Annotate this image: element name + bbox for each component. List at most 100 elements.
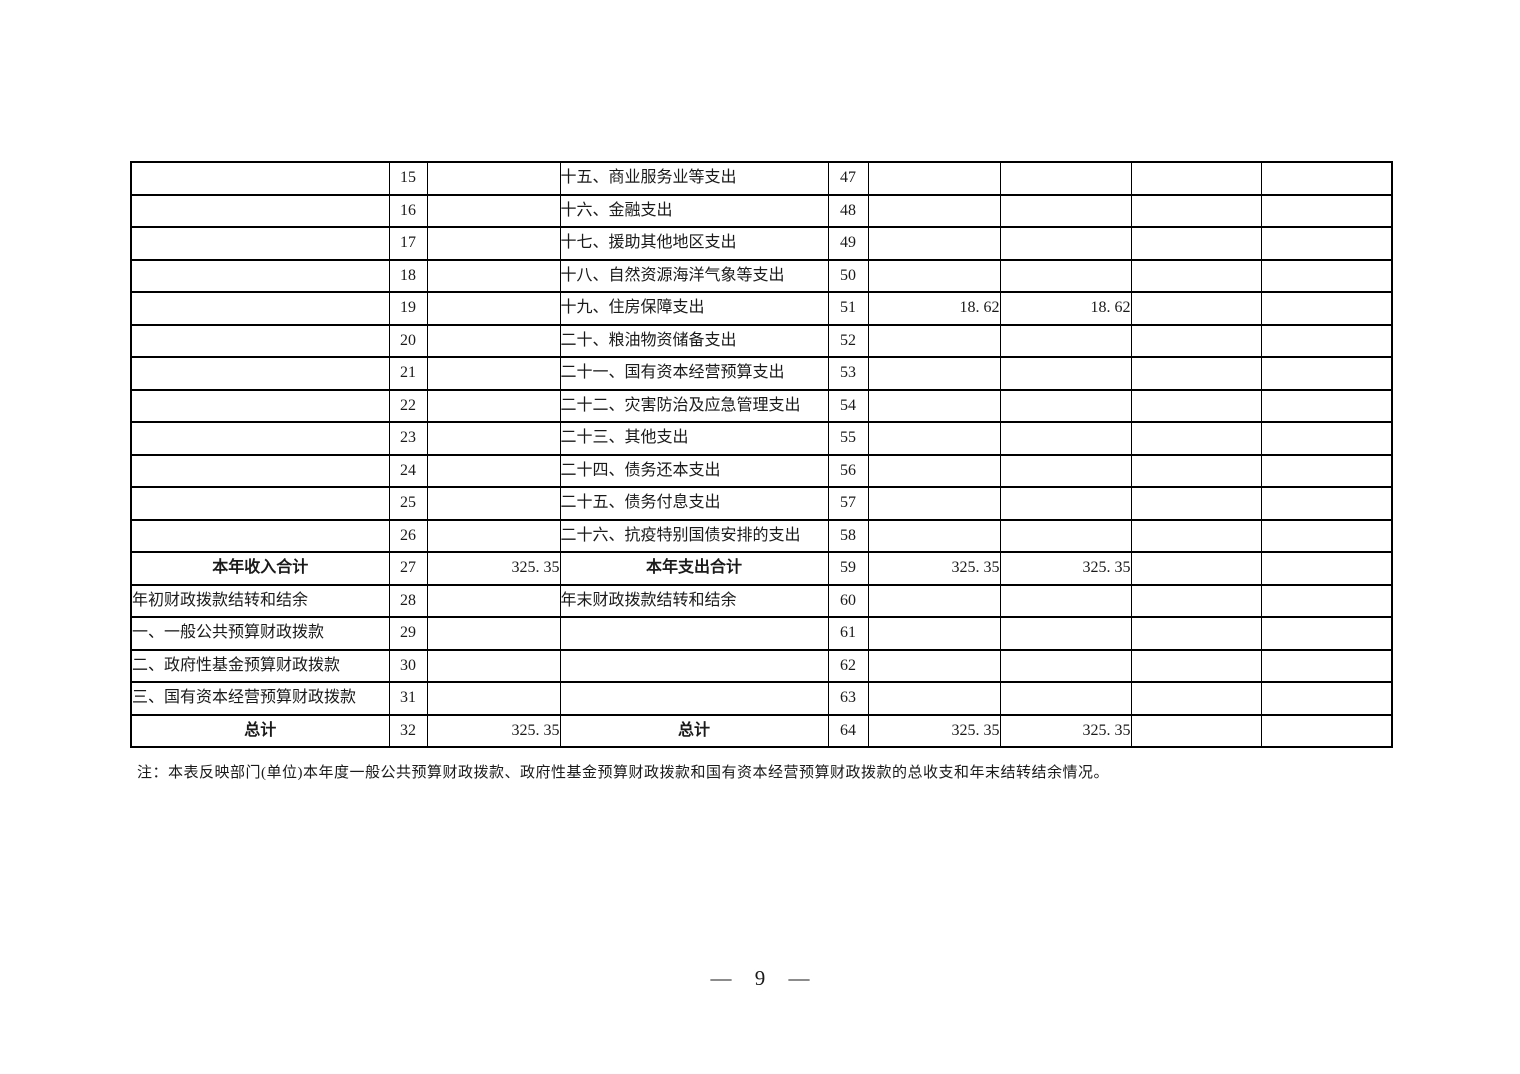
income-line-no-cell: 32 xyxy=(388,713,428,748)
amount-col1-cell xyxy=(867,161,1001,196)
income-amount-cell xyxy=(426,161,561,196)
amount-col2-cell xyxy=(999,258,1132,293)
amount-col3-cell xyxy=(1130,421,1262,456)
amount-col2-cell: 325. 35 xyxy=(999,551,1132,586)
amount-col1-cell xyxy=(867,226,1001,261)
income-item-cell: 总计 xyxy=(130,713,390,748)
income-amount-cell xyxy=(426,681,561,716)
amount-col2-cell: 18. 62 xyxy=(999,291,1132,326)
income-item-cell: 年初财政拨款结转和结余 xyxy=(130,583,390,618)
income-item-cell xyxy=(130,258,390,293)
amount-col1-cell: 325. 35 xyxy=(867,551,1001,586)
amount-col2-cell xyxy=(999,388,1132,423)
amount-col3-cell xyxy=(1130,583,1262,618)
expense-line-no-cell: 57 xyxy=(827,486,869,521)
income-item-cell: 一、一般公共预算财政拨款 xyxy=(130,616,390,651)
amount-col3-cell xyxy=(1130,518,1262,553)
amount-col1-cell xyxy=(867,193,1001,228)
amount-col3-cell xyxy=(1130,453,1262,488)
income-item-cell xyxy=(130,356,390,391)
expense-item-cell: 十九、住房保障支出 xyxy=(559,291,829,326)
amount-col3-cell xyxy=(1130,551,1262,586)
expense-line-no-cell: 56 xyxy=(827,453,869,488)
expense-line-no-cell: 52 xyxy=(827,323,869,358)
income-line-no-cell: 25 xyxy=(388,486,428,521)
expense-line-no-cell: 50 xyxy=(827,258,869,293)
page-number: — 9 — xyxy=(710,966,810,990)
amount-col1-cell xyxy=(867,421,1001,456)
expense-line-no-cell: 54 xyxy=(827,388,869,423)
amount-col4-cell xyxy=(1260,421,1393,456)
table-row: 22 二十二、灾害防治及应急管理支出 54 xyxy=(130,388,1393,423)
income-line-no-cell: 24 xyxy=(388,453,428,488)
amount-col3-cell xyxy=(1130,486,1262,521)
amount-col4-cell xyxy=(1260,258,1393,293)
amount-col2-cell xyxy=(999,518,1132,553)
table-row: 一、一般公共预算财政拨款 29 61 xyxy=(130,616,1393,651)
amount-col4-cell xyxy=(1260,453,1393,488)
amount-col4-cell xyxy=(1260,616,1393,651)
expense-line-no-cell: 49 xyxy=(827,226,869,261)
amount-col3-cell xyxy=(1130,258,1262,293)
expense-item-cell: 二十二、灾害防治及应急管理支出 xyxy=(559,388,829,423)
amount-col2-cell xyxy=(999,323,1132,358)
amount-col4-cell xyxy=(1260,518,1393,553)
income-line-no-cell: 30 xyxy=(388,648,428,683)
amount-col1-cell xyxy=(867,356,1001,391)
income-amount-cell xyxy=(426,453,561,488)
expense-line-no-cell: 64 xyxy=(827,713,869,748)
income-amount-cell xyxy=(426,226,561,261)
table-row: 二、政府性基金预算财政拨款 30 62 xyxy=(130,648,1393,683)
income-amount-cell xyxy=(426,648,561,683)
income-amount-cell xyxy=(426,258,561,293)
amount-col1-cell: 18. 62 xyxy=(867,291,1001,326)
amount-col3-cell xyxy=(1130,648,1262,683)
expense-line-no-cell: 47 xyxy=(827,161,869,196)
table-row: 26 二十六、抗疫特别国债安排的支出 58 xyxy=(130,518,1393,553)
expense-item-cell: 十五、商业服务业等支出 xyxy=(559,161,829,196)
amount-col1-cell xyxy=(867,681,1001,716)
income-item-cell xyxy=(130,323,390,358)
income-amount-cell xyxy=(426,421,561,456)
table-row: 25 二十五、债务付息支出 57 xyxy=(130,486,1393,521)
income-line-no-cell: 29 xyxy=(388,616,428,651)
amount-col1-cell xyxy=(867,616,1001,651)
income-line-no-cell: 18 xyxy=(388,258,428,293)
amount-col3-cell xyxy=(1130,616,1262,651)
expense-item-cell: 总计 xyxy=(559,713,829,748)
income-line-no-cell: 21 xyxy=(388,356,428,391)
amount-col2-cell xyxy=(999,421,1132,456)
amount-col4-cell xyxy=(1260,551,1393,586)
table-row: 三、国有资本经营预算财政拨款 31 63 xyxy=(130,681,1393,716)
income-amount-cell xyxy=(426,388,561,423)
amount-col2-cell xyxy=(999,453,1132,488)
amount-col2-cell xyxy=(999,616,1132,651)
amount-col2-cell xyxy=(999,486,1132,521)
amount-col1-cell xyxy=(867,453,1001,488)
income-amount-cell: 325. 35 xyxy=(426,713,561,748)
income-amount-cell xyxy=(426,291,561,326)
income-item-cell xyxy=(130,388,390,423)
expense-item-cell: 二十五、债务付息支出 xyxy=(559,486,829,521)
amount-col2-cell xyxy=(999,161,1132,196)
income-line-no-cell: 17 xyxy=(388,226,428,261)
amount-col4-cell xyxy=(1260,193,1393,228)
expense-line-no-cell: 51 xyxy=(827,291,869,326)
expense-item-cell: 二十四、债务还本支出 xyxy=(559,453,829,488)
income-line-no-cell: 15 xyxy=(388,161,428,196)
amount-col3-cell xyxy=(1130,291,1262,326)
amount-col1-cell xyxy=(867,486,1001,521)
income-amount-cell xyxy=(426,486,561,521)
expense-line-no-cell: 61 xyxy=(827,616,869,651)
table-row: 21 二十一、国有资本经营预算支出 53 xyxy=(130,356,1393,391)
amount-col4-cell xyxy=(1260,486,1393,521)
expense-item-cell xyxy=(559,681,829,716)
budget-table-body: 15 十五、商业服务业等支出 47 16 十六、金融支出 48 17 十七、援助… xyxy=(130,161,1393,748)
income-item-cell xyxy=(130,486,390,521)
expense-item-cell: 二十三、其他支出 xyxy=(559,421,829,456)
income-item-cell xyxy=(130,518,390,553)
income-item-cell xyxy=(130,421,390,456)
amount-col3-cell xyxy=(1130,323,1262,358)
amount-col2-cell xyxy=(999,226,1132,261)
